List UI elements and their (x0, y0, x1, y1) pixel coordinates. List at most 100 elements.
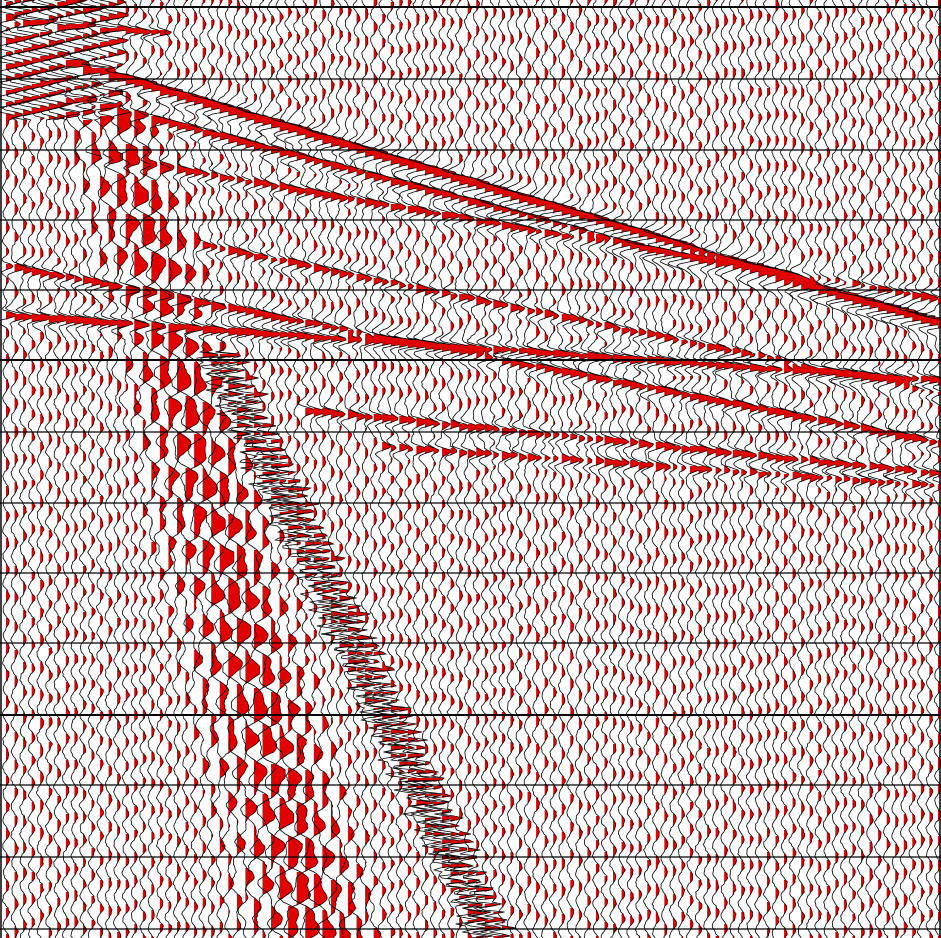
trace-wiggle (445, 0, 475, 938)
trace-wiggle (497, 0, 525, 938)
trace-wiggle (230, 0, 261, 938)
trace-wiggle (609, 0, 637, 938)
trace-wiggle (557, 0, 585, 938)
trace-fill (236, 0, 251, 932)
trace-wiggle (427, 0, 457, 938)
trace-fill (142, 12, 157, 938)
trace-wiggle (915, 0, 941, 938)
trace-wiggle (632, 0, 662, 938)
trace-wiggle (316, 0, 347, 938)
trace-wiggle (641, 0, 671, 938)
trace-fill (117, 0, 132, 938)
trace-fill (895, 0, 910, 938)
trace-fill (305, 4, 320, 938)
trace-wiggle (600, 0, 628, 938)
trace-wiggle (102, 0, 133, 938)
trace-wiggle (699, 0, 720, 938)
trace-fill (690, 12, 704, 930)
trace-wiggle (435, 0, 465, 938)
trace-fill (818, 12, 833, 938)
trace-fill (621, 0, 636, 938)
trace-wiggle (85, 0, 116, 938)
trace-fill (784, 12, 798, 938)
trace-wiggle (829, 0, 859, 938)
trace-fill (100, 4, 115, 938)
trace-fill (886, 4, 901, 938)
trace-wiggle (393, 0, 423, 938)
trace-fill (459, 0, 474, 928)
trace-wiggle (351, 0, 381, 938)
trace-wiggle (204, 0, 235, 938)
trace-fill (228, 0, 243, 938)
trace-fill (604, 0, 619, 932)
trace-wiggle (119, 0, 149, 938)
trace-fill (82, 0, 97, 936)
trace-wiggle (402, 0, 431, 938)
trace-wiggle (42, 0, 73, 938)
trace-wiggle (16, 0, 47, 938)
trace-wiggle (521, 0, 551, 938)
trace-wiggle (863, 0, 893, 938)
trace-wiggle (111, 0, 141, 938)
trace-wiggle (0, 0, 21, 938)
trace-fill (202, 0, 217, 938)
trace-wiggle (736, 0, 765, 938)
trace-wiggle (547, 0, 577, 938)
trace-fill (501, 10, 516, 938)
trace-wiggle (855, 0, 884, 938)
trace-wiggle (25, 0, 56, 938)
trace-wiggle (659, 0, 688, 938)
trace-wiggle (273, 0, 304, 938)
trace-wiggle (58, 0, 90, 938)
trace-fill (484, 10, 499, 938)
trace-wiggle (714, 0, 739, 938)
trace-fill (151, 0, 166, 938)
trace-fill (219, 0, 234, 934)
trace-wiggle (409, 0, 440, 938)
trace-wiggle (889, 0, 919, 938)
trace-fill (108, 2, 123, 938)
trace-fill (442, 0, 457, 938)
trace-wiggle (289, 0, 320, 938)
trace-fill (279, 12, 294, 938)
trace-wiggle (213, 0, 244, 938)
trace-wiggle (565, 0, 594, 938)
trace-fill (134, 4, 149, 934)
trace-fill (177, 12, 191, 934)
trace-fill (159, 2, 174, 934)
trace-wiggle (616, 0, 645, 938)
trace-wiggle (256, 0, 286, 938)
trace-wiggle (265, 0, 295, 938)
trace-wiggle (906, 0, 936, 938)
trace-wiggle (461, 0, 491, 938)
trace-fill (587, 0, 602, 930)
trace-fill (313, 0, 328, 908)
trace-fill (365, 8, 380, 924)
trace-wiggle (872, 0, 902, 938)
trace-fill (912, 4, 927, 938)
trace-fill (920, 6, 935, 938)
trace-wiggle (761, 0, 790, 938)
trace-wiggle (154, 0, 183, 938)
trace-wiggle (0, 0, 30, 938)
trace-wiggle (93, 0, 124, 938)
trace-fill (655, 16, 670, 924)
trace-wiggle (667, 0, 697, 938)
trace-wiggle (334, 0, 363, 938)
trace-fill (519, 8, 533, 938)
trace-fill (288, 8, 303, 938)
trace-fill (903, 4, 918, 934)
trace-wiggle (248, 0, 278, 938)
trace-wiggle (703, 0, 731, 938)
trace-wiggle (788, 0, 816, 938)
trace-wiggle (812, 0, 842, 938)
trace-wiggle (137, 0, 166, 938)
trace-wiggle (624, 0, 654, 938)
trace-wiggle (477, 0, 508, 938)
trace-wiggle (308, 0, 337, 938)
trace-wiggle (797, 0, 825, 938)
trace-wiggle (730, 0, 757, 938)
